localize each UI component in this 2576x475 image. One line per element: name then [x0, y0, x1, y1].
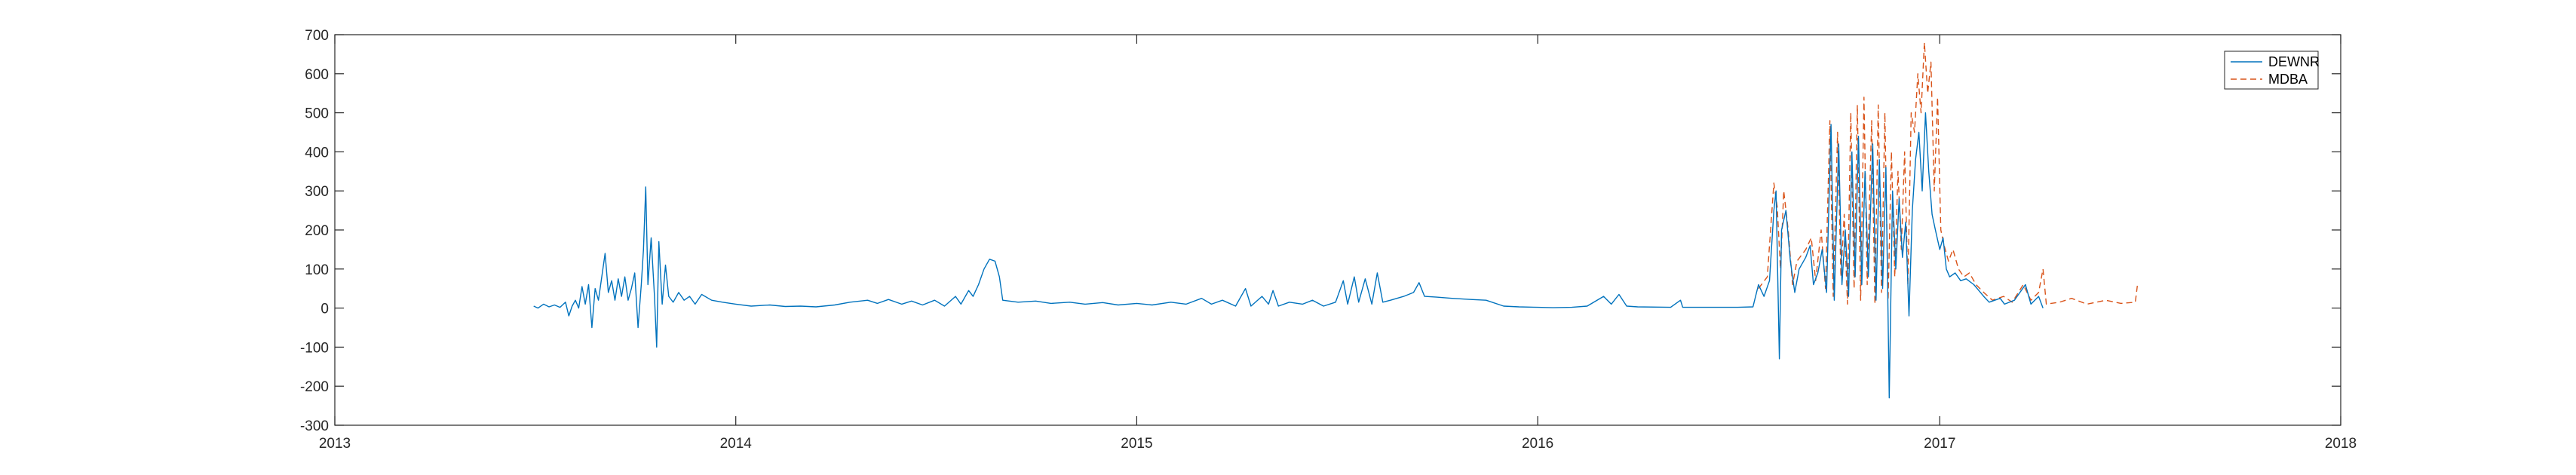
y-tick-label: 200 [305, 223, 329, 239]
x-tick-label: 2015 [1121, 436, 1152, 452]
y-tick-label: -100 [300, 340, 329, 356]
x-tick-label: 2017 [1924, 436, 1955, 452]
x-tick-label: 2013 [319, 436, 351, 452]
y-tick-label: 0 [320, 302, 329, 317]
y-tick-label: 600 [305, 67, 329, 83]
legend-label-dewnr: DEWNR [2268, 54, 2320, 69]
y-tick-label: 500 [305, 106, 329, 122]
x-tick-label: 2018 [2325, 436, 2357, 452]
legend-label-mdba: MDBA [2268, 72, 2308, 87]
y-tick-label: -300 [300, 418, 329, 434]
y-tick-label: 300 [305, 184, 329, 200]
series-layer [533, 41, 2139, 399]
y-tick-label: 100 [305, 262, 329, 278]
y-tick-label: 400 [305, 145, 329, 161]
series-line-dewnr [533, 112, 2044, 399]
legend-box [2224, 51, 2319, 90]
y-tick-label: -200 [300, 379, 329, 395]
ticks-layer: 2013 2014 2015 2016 2017 2018 700 600 500 400 300 2… [300, 28, 2357, 452]
legend: DEWNR MDBA [2224, 51, 2320, 90]
plot-area [335, 35, 2341, 425]
series-line-mdba [1758, 41, 2139, 305]
x-tick-label: 2016 [1522, 436, 1553, 452]
x-tick-label: 2014 [720, 436, 753, 452]
y-tick-label: 700 [305, 28, 329, 44]
